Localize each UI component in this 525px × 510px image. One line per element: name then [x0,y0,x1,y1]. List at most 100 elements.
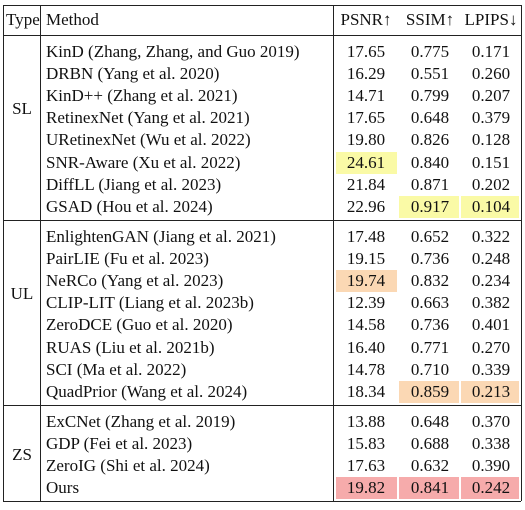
method-name: KinD (Zhang, Zhang, and Guo 2019) [46,42,300,61]
highlight [336,477,397,500]
method-name: ZeroDCE (Guo et al. 2020) [46,315,233,335]
metric-value: 17.48 [346,227,386,246]
method-name: NeRCo (Yang et al. 2023) [46,271,224,291]
header-metric: SSIM↑ [405,10,455,29]
metric-value: 13.88 [346,412,386,431]
method-name: SNR-Aware (Xu et al. 2022) [46,152,241,172]
metric-value: 0.859 [410,381,450,401]
column-rule [3,5,4,502]
group-type: ZS [12,445,32,465]
metric-value: 15.83 [346,434,386,454]
metric-value: 17.65 [346,42,386,61]
method-name: SCI (Ma et al. 2022) [46,359,187,379]
header-type: Type [6,10,40,29]
metric-value: 0.917 [410,196,450,216]
method-name: CLIP-LIT (Liang et al. 2023b) [46,293,254,313]
metric-value: 0.338 [471,434,511,454]
method-name: RUAS (Liu et al. 2021b) [46,337,215,357]
metric-value: 22.96 [346,196,386,216]
column-rule [40,5,41,502]
metric-value: 0.648 [410,412,450,431]
metric-value: 0.248 [471,249,511,269]
metric-value: 17.65 [346,108,386,128]
rule [3,404,521,406]
metric-value: 0.551 [410,64,450,84]
highlight [336,270,397,293]
metric-value: 0.736 [410,315,450,335]
highlight [461,195,519,218]
metric-value: 0.688 [410,434,450,454]
method-name: ZeroIG (Shi et al. 2024) [46,456,210,476]
metric-value: 0.401 [471,315,511,335]
metric-value: 0.202 [471,174,511,194]
metric-value: 0.104 [471,196,511,216]
metric-value: 16.40 [346,337,386,357]
metric-value: 14.78 [346,359,386,379]
group-type: SL [12,99,32,119]
metric-value: 0.771 [410,337,450,357]
header-metric: PSNR↑ [340,10,392,29]
metric-value: 0.151 [471,152,511,172]
header-method: Method [46,10,99,29]
highlight [336,151,397,174]
rule [3,219,521,221]
metric-value: 19.15 [346,249,386,269]
metric-value: 0.213 [471,381,511,401]
metric-value: 0.775 [410,42,450,61]
metric-value: 0.382 [471,293,511,313]
metric-value: 0.270 [471,337,511,357]
highlight [399,477,459,500]
highlight [399,195,459,218]
metric-value: 19.80 [346,130,386,150]
method-name: PairLIE (Fu et al. 2023) [46,249,209,269]
metric-value: 19.82 [346,478,386,498]
metric-value: 0.832 [410,271,450,291]
metric-value: 0.390 [471,456,511,476]
method-name: QuadPrior (Wang et al. 2024) [46,381,248,401]
group-type: UL [10,284,34,304]
metric-value: 0.652 [410,227,450,246]
metric-value: 0.663 [410,293,450,313]
metric-value: 16.29 [346,64,386,84]
method-name: GSAD (Hou et al. 2024) [46,196,213,216]
header-metric: LPIPS↓ [464,10,518,29]
rule [3,501,521,503]
column-rule [333,5,334,502]
metric-value: 0.710 [410,359,450,379]
method-name: GDP (Fei et al. 2023) [46,434,193,454]
metric-value: 24.61 [346,152,386,172]
metric-value: 17.63 [346,456,386,476]
metric-value: 0.370 [471,412,511,431]
metric-value: 0.339 [471,359,511,379]
metric-value: 14.71 [346,86,386,106]
rule [3,5,521,6]
highlight [399,380,459,403]
method-name: RetinexNet (Yang et al. 2021) [46,108,250,128]
method-name: DiffLL (Jiang et al. 2023) [46,174,222,194]
method-name: KinD++ (Zhang et al. 2021) [46,86,238,106]
metric-value: 0.234 [471,271,511,291]
rule [3,35,521,36]
metric-value: 0.826 [410,130,450,150]
metric-value: 0.128 [471,130,511,150]
metric-value: 0.841 [410,478,450,498]
metric-value: 0.322 [471,227,511,246]
method-name: Ours [46,478,80,498]
metric-value: 14.58 [346,315,386,335]
method-name: URetinexNet (Wu et al. 2022) [46,130,251,150]
metric-value: 0.632 [410,456,450,476]
metric-value: 21.84 [346,174,386,194]
metric-value: 19.74 [346,271,386,291]
metric-value: 0.379 [471,108,511,128]
method-name: DRBN (Yang et al. 2020) [46,64,220,84]
metric-value: 18.34 [346,381,386,401]
metric-value: 0.840 [410,152,450,172]
method-name: EnlightenGAN (Jiang et al. 2021) [46,227,276,246]
highlight [461,477,519,500]
method-name: ExCNet (Zhang et al. 2019) [46,412,236,431]
metric-value: 12.39 [346,293,386,313]
metric-value: 0.648 [410,108,450,128]
metric-value: 0.207 [471,86,511,106]
metric-value: 0.260 [471,64,511,84]
